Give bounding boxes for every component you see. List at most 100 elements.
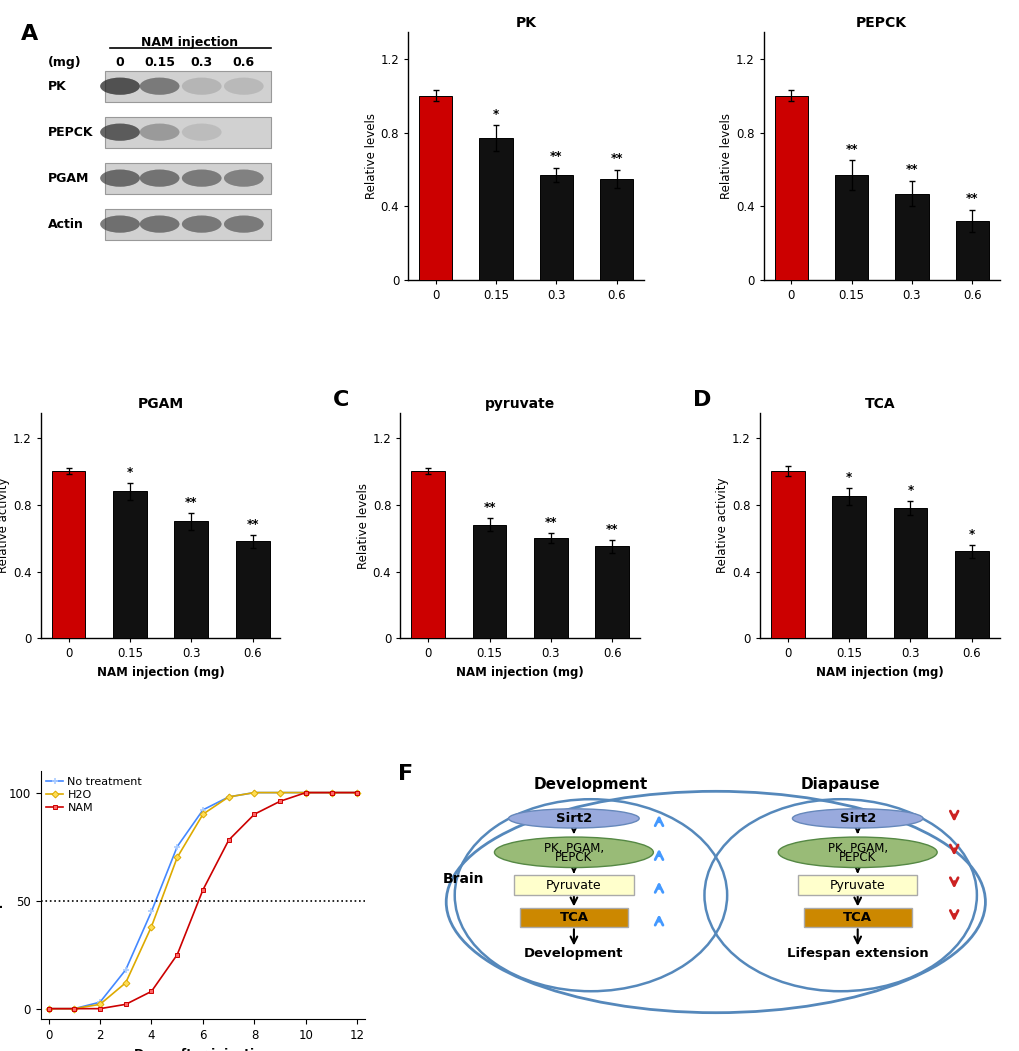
Text: PEPCK: PEPCK xyxy=(48,126,94,139)
Bar xyxy=(954,552,987,638)
H2O xyxy=(351,786,363,799)
Ellipse shape xyxy=(140,124,179,141)
H2O xyxy=(94,998,106,1011)
X-axis label: Days after injection: Days after injection xyxy=(135,1048,271,1051)
Bar xyxy=(832,496,865,638)
Text: *: * xyxy=(907,485,913,497)
NAM xyxy=(197,884,209,897)
Ellipse shape xyxy=(181,215,221,232)
Text: *: * xyxy=(492,108,498,121)
Ellipse shape xyxy=(140,78,179,95)
Ellipse shape xyxy=(224,215,263,232)
Y-axis label: Relative levels: Relative levels xyxy=(365,112,377,199)
No treatment xyxy=(171,841,183,853)
Ellipse shape xyxy=(100,215,140,232)
Ellipse shape xyxy=(181,124,221,141)
NAM xyxy=(274,795,286,807)
Ellipse shape xyxy=(181,78,221,95)
H2O xyxy=(248,786,260,799)
No treatment xyxy=(94,996,106,1009)
Text: C: C xyxy=(333,390,350,410)
Ellipse shape xyxy=(140,124,179,141)
Bar xyxy=(113,491,147,638)
FancyBboxPatch shape xyxy=(514,875,633,894)
Ellipse shape xyxy=(224,215,263,232)
FancyBboxPatch shape xyxy=(797,875,916,894)
Text: NAM injection: NAM injection xyxy=(141,37,237,49)
No treatment xyxy=(274,786,286,799)
Text: Development: Development xyxy=(533,777,647,792)
Bar xyxy=(835,176,867,280)
Bar xyxy=(895,193,927,280)
Ellipse shape xyxy=(100,169,140,187)
Text: TCA: TCA xyxy=(558,911,588,924)
H2O xyxy=(325,786,337,799)
Text: PEPCK: PEPCK xyxy=(554,850,592,864)
H2O xyxy=(222,790,234,803)
Ellipse shape xyxy=(181,78,221,95)
Bar xyxy=(599,179,633,280)
Text: Development: Development xyxy=(524,947,623,961)
Ellipse shape xyxy=(224,169,263,187)
Text: PGAM: PGAM xyxy=(48,171,90,185)
Text: Actin: Actin xyxy=(48,218,84,230)
Text: **: ** xyxy=(544,516,556,529)
H2O xyxy=(119,976,131,989)
No treatment xyxy=(146,905,158,918)
Ellipse shape xyxy=(181,169,221,187)
No treatment xyxy=(222,790,234,803)
Text: PK, PGAM,: PK, PGAM, xyxy=(826,842,887,854)
Text: 0.15: 0.15 xyxy=(144,56,175,69)
Bar xyxy=(419,96,451,280)
Ellipse shape xyxy=(140,78,179,95)
Text: **: ** xyxy=(845,143,857,156)
H2O xyxy=(68,1003,81,1015)
X-axis label: NAM injection (mg): NAM injection (mg) xyxy=(815,666,943,679)
Bar xyxy=(105,163,271,193)
Ellipse shape xyxy=(224,78,263,95)
Bar xyxy=(235,541,269,638)
Text: *: * xyxy=(845,471,851,483)
Ellipse shape xyxy=(181,124,221,141)
Ellipse shape xyxy=(494,837,653,867)
Ellipse shape xyxy=(100,124,140,141)
Ellipse shape xyxy=(140,169,179,187)
H2O xyxy=(43,1003,55,1015)
NAM xyxy=(351,786,363,799)
Text: **: ** xyxy=(247,517,259,531)
Ellipse shape xyxy=(100,215,140,232)
Y-axis label: Development (%): Development (%) xyxy=(0,834,3,956)
Bar xyxy=(472,524,505,638)
Ellipse shape xyxy=(224,78,263,95)
Ellipse shape xyxy=(224,124,263,141)
H2O xyxy=(197,808,209,821)
Bar xyxy=(105,117,271,148)
Text: **: ** xyxy=(605,522,618,536)
Bar xyxy=(595,547,629,638)
Ellipse shape xyxy=(224,215,263,232)
Title: PK: PK xyxy=(515,17,536,30)
Title: PGAM: PGAM xyxy=(138,397,183,411)
Ellipse shape xyxy=(181,215,221,232)
NAM xyxy=(300,786,312,799)
Line: H2O: H2O xyxy=(46,790,360,1011)
Ellipse shape xyxy=(140,215,179,232)
NAM xyxy=(146,985,158,997)
Text: Lifespan extension: Lifespan extension xyxy=(786,947,927,961)
Bar xyxy=(105,70,271,102)
Text: D: D xyxy=(692,390,710,410)
H2O xyxy=(300,786,312,799)
Text: PK, PGAM,: PK, PGAM, xyxy=(543,842,603,854)
Ellipse shape xyxy=(792,809,922,828)
No treatment xyxy=(325,786,337,799)
Line: NAM: NAM xyxy=(46,790,360,1011)
Bar xyxy=(52,471,86,638)
Y-axis label: Relative activity: Relative activity xyxy=(0,478,10,573)
Bar xyxy=(411,471,444,638)
Text: 0.3: 0.3 xyxy=(191,56,213,69)
Bar xyxy=(174,521,208,638)
X-axis label: NAM injection (mg): NAM injection (mg) xyxy=(455,666,584,679)
Text: Sirt2: Sirt2 xyxy=(555,812,591,825)
Ellipse shape xyxy=(508,809,639,828)
Text: **: ** xyxy=(609,152,623,165)
